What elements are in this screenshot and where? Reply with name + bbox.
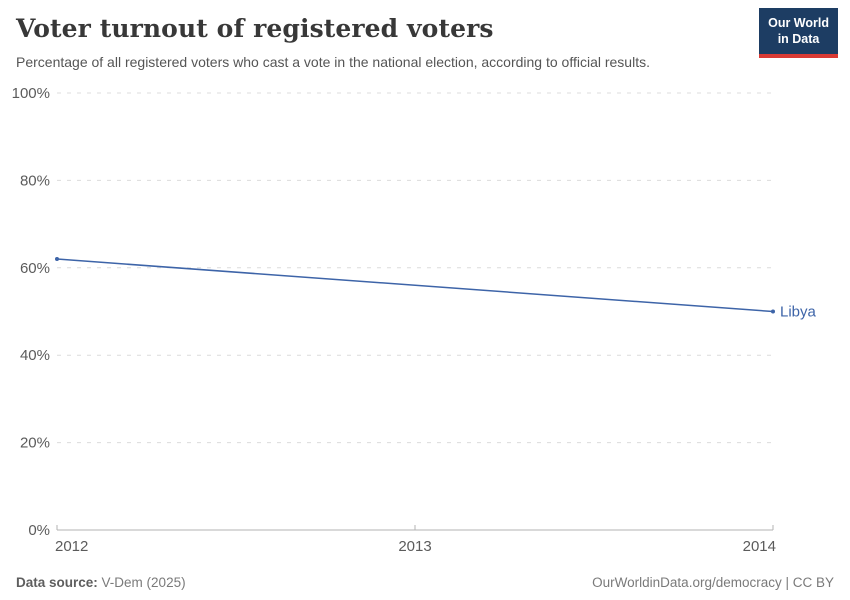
data-source-label: Data source: [16,575,98,590]
chart-subtitle: Percentage of all registered voters who … [16,54,650,70]
y-axis-tick-label: 40% [20,347,50,364]
y-axis-tick-label: 20% [20,435,50,452]
data-source-value: V-Dem (2025) [101,575,186,590]
chart-title: Voter turnout of registered voters [16,14,494,43]
x-axis-tick-label: 2014 [743,538,776,555]
data-point[interactable] [55,257,59,262]
y-axis-tick-label: 100% [12,85,50,102]
y-axis-tick-label: 60% [20,260,50,277]
y-axis-tick-label: 0% [28,522,50,539]
owid-logo-line1: Our World [768,16,829,30]
x-axis-tick-label: 2012 [55,538,88,555]
data-source-note: Data source: V-Dem (2025) [16,575,186,590]
data-point[interactable] [771,309,775,314]
owid-url-license[interactable]: OurWorldinData.org/democracy | CC BY [592,575,834,590]
line-chart-canvas[interactable]: 0% 20% 40% 60% 80% 100% 2012 2013 2014 Libya [0,85,850,565]
owid-logo-line2: in Data [777,32,820,47]
series-label-libya[interactable]: Libya [780,304,817,321]
y-axis-tick-label: 80% [20,172,50,189]
chart-footer: Data source: V-Dem (2025) OurWorldinData… [16,575,834,590]
chart-header: Voter turnout of registered voters Perce… [16,14,760,72]
series-line-libya[interactable] [56,258,774,313]
owid-logo[interactable]: Our World in Data [759,8,838,58]
x-axis-tick-label: 2013 [398,538,431,555]
